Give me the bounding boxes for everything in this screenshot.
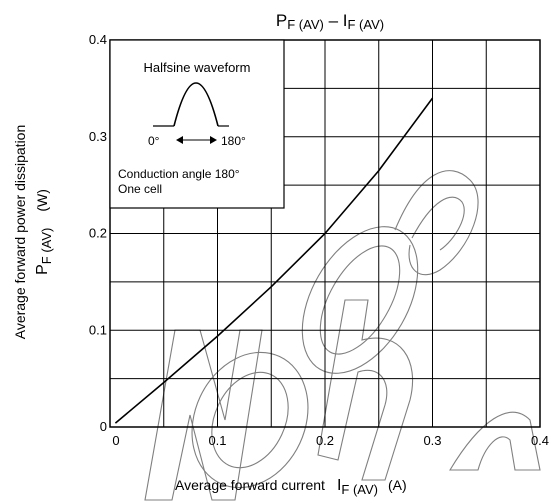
watermark: [144, 170, 541, 501]
y-axis-label-line1: Average forward power dissipation: [12, 125, 28, 340]
x-axis-label: Average forward current IF (AV) (A): [175, 477, 407, 497]
inset-box: Halfsine waveform 0° 180° Conduction ang…: [109, 39, 285, 209]
y-tick-label: 0.1: [89, 322, 107, 337]
y-tick-labels: 0 0.1 0.2 0.3 0.4: [89, 32, 107, 434]
chart-title: PF (AV) – IF (AV): [276, 11, 384, 32]
x-tick-labels: 0 0.1 0.2 0.3 0.4: [112, 433, 549, 448]
y-axis-label: Average forward power dissipation PF (AV…: [12, 125, 54, 340]
inset-arrow-right-head: [210, 136, 217, 144]
x-tick-label: 0.1: [208, 433, 226, 448]
halfsine-waveform: [173, 82, 219, 127]
y-axis-label-line2: PF (AV)(W): [34, 189, 54, 275]
x-tick-label: 0.3: [423, 433, 441, 448]
x-tick-label: 0.2: [316, 433, 334, 448]
inset-start-label: 0°: [148, 134, 160, 148]
x-tick-label: 0.4: [531, 433, 549, 448]
y-tick-label: 0.4: [89, 32, 107, 47]
inset-conduction-angle: Conduction angle 180°: [118, 167, 240, 181]
inset-title: Halfsine waveform: [144, 60, 251, 75]
inset-end-label: 180°: [221, 134, 246, 148]
y-tick-label: 0.3: [89, 129, 107, 144]
x-tick-label: 0: [112, 433, 119, 448]
inset-arrow-left-head: [176, 136, 183, 144]
plot-frame: [109, 39, 541, 428]
y-tick-label: 0: [100, 419, 107, 434]
inset-cell-count: One cell: [118, 182, 162, 196]
series-layer: [114, 97, 434, 424]
series-line-0: [114, 97, 434, 424]
y-tick-label: 0.2: [89, 226, 107, 241]
